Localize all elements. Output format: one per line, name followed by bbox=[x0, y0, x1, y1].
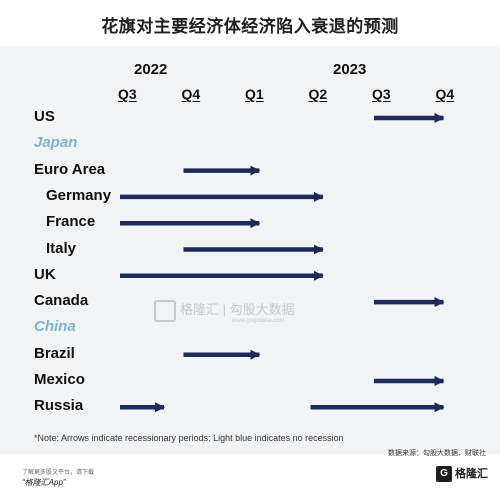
brand-logo: G 格隆汇 bbox=[436, 465, 488, 483]
row-label-us: US bbox=[34, 108, 55, 125]
row-label-japan: Japan bbox=[34, 134, 78, 152]
quarter-label: Q4 bbox=[435, 86, 455, 102]
row-label-russia: Russia bbox=[34, 397, 84, 415]
row-label-italy: Italy bbox=[46, 239, 77, 257]
quarter-label: Q2 bbox=[308, 86, 328, 102]
year-label: 2022 bbox=[134, 61, 168, 78]
chart-title: 花旗对主要经济体经济陷入衰退的预测 bbox=[101, 17, 399, 37]
quarter-label: Q4 bbox=[181, 86, 201, 102]
year-label: 2023 bbox=[333, 61, 367, 78]
row-label-canada: Canada bbox=[34, 292, 89, 310]
row-label-china: China bbox=[34, 318, 76, 336]
quarter-label: Q1 bbox=[245, 86, 264, 102]
footer-app-name: “格隆汇App” bbox=[22, 478, 66, 487]
brand-logo-icon: G bbox=[436, 466, 452, 483]
footer-caption: 了解更多股文平台，请下载 bbox=[22, 470, 95, 476]
data-source: 数据来源：勾股大数据、财联社 bbox=[388, 450, 486, 457]
quarter-label: Q3 bbox=[372, 86, 391, 102]
quarter-label: Q3 bbox=[118, 86, 137, 102]
row-label-uk: UK bbox=[34, 265, 56, 283]
watermark-brand: 格隆汇 | 勾股大数据 bbox=[154, 299, 295, 322]
row-label-euro-area: Euro Area bbox=[34, 160, 106, 178]
watermark-logo-icon bbox=[154, 299, 176, 322]
row-label-mexico: Mexico bbox=[34, 371, 85, 388]
row-label-germany: Germany bbox=[46, 186, 112, 204]
row-label-brazil: Brazil bbox=[34, 344, 75, 362]
row-label-france: France bbox=[46, 213, 96, 231]
footnote: *Note: Arrows indicate recessionary peri… bbox=[34, 433, 344, 443]
watermark-url: www.gogudata.com bbox=[232, 318, 285, 324]
